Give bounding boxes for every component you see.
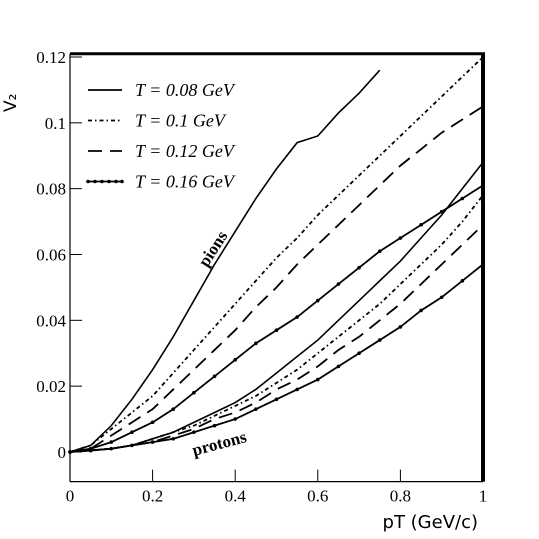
legend-marker: [86, 179, 90, 184]
point: [130, 443, 134, 448]
legend-marker: [100, 179, 104, 184]
point: [274, 328, 279, 332]
point: [150, 440, 155, 444]
x-tick-label: 0: [66, 487, 75, 506]
point: [233, 417, 237, 421]
x-tick-label: 0.8: [390, 487, 411, 506]
point: [109, 446, 114, 451]
point: [295, 387, 299, 392]
pion-line: [70, 69, 381, 453]
legend-marker: [114, 179, 118, 184]
point: [316, 298, 320, 303]
x-tick-label: 0.2: [142, 487, 163, 506]
point: [419, 223, 423, 227]
point: [109, 440, 114, 444]
legend-label: T = 0.1 GeV: [135, 111, 227, 131]
point: [254, 341, 258, 346]
point: [398, 236, 403, 240]
point: [357, 351, 361, 356]
point: [88, 448, 93, 453]
point: [274, 397, 279, 402]
y-tick-label: 0.12: [36, 48, 66, 67]
point: [419, 308, 423, 313]
legend-label: T = 0.08 GeV: [135, 80, 236, 100]
annotation: pions: [194, 227, 231, 270]
x-axis-label: pT (GeV/c): [383, 512, 478, 533]
y-tick-label: 0.08: [36, 180, 66, 199]
proton-line: [70, 224, 483, 453]
pion-line: [70, 56, 483, 453]
x-tick-label: 0.4: [225, 487, 247, 506]
point: [192, 430, 196, 435]
point: [460, 279, 465, 283]
point: [398, 325, 403, 329]
y-axis-label: V₂: [1, 94, 21, 112]
point: [171, 407, 176, 411]
point: [295, 315, 299, 319]
point: [336, 364, 341, 369]
y-tick-label: 0.1: [45, 114, 66, 133]
point: [212, 423, 217, 428]
point: [212, 374, 217, 379]
y-tick-label: 0: [58, 443, 67, 462]
y-tick-label: 0.04: [36, 311, 66, 330]
point: [439, 295, 444, 300]
pion-line: [70, 105, 483, 453]
x-tick-label: 1: [479, 487, 488, 506]
annotation: protons: [190, 427, 249, 460]
point: [316, 377, 320, 382]
y-tick-label: 0.06: [36, 245, 66, 264]
legend-marker: [120, 179, 124, 184]
point: [460, 196, 465, 201]
point: [171, 437, 176, 441]
legend-label: T = 0.12 GeV: [135, 141, 236, 161]
point: [439, 209, 444, 214]
point: [254, 407, 258, 411]
proton-line: [70, 194, 483, 453]
point: [377, 338, 382, 342]
x-tick-label: 0.6: [307, 487, 328, 506]
point: [377, 249, 382, 253]
legend-label: T = 0.16 GeV: [135, 172, 236, 192]
proton-line: [70, 161, 483, 453]
legend-marker: [93, 179, 97, 184]
point: [357, 265, 361, 270]
point: [336, 282, 341, 286]
y-tick-label: 0.02: [36, 377, 66, 396]
proton-line: [70, 263, 483, 453]
point: [192, 390, 196, 395]
legend-marker: [107, 179, 111, 184]
point: [150, 420, 155, 425]
point: [130, 430, 134, 435]
point: [233, 358, 237, 362]
